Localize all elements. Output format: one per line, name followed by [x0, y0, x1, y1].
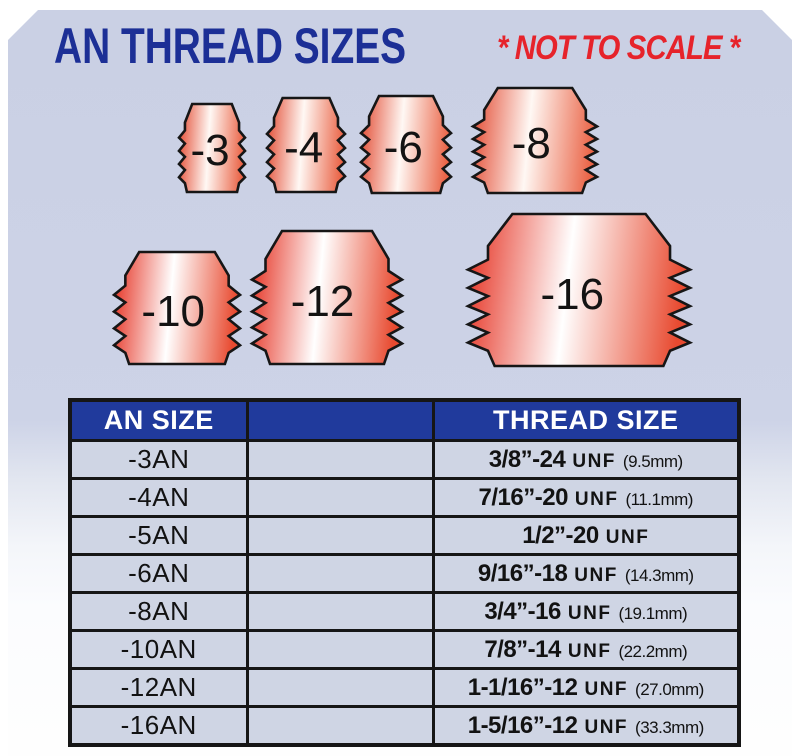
thread-size-value: 7/16”-20 [478, 483, 569, 511]
table-row: -16AN 1-5/16”-12 UNF (33.3mm) [68, 705, 741, 747]
fitting-12-shape: -12 [249, 229, 405, 366]
spacer-cell [245, 705, 435, 747]
thread-metric-value: (22.2mm) [618, 641, 688, 661]
an-size-cell: -16AN [68, 705, 249, 747]
table-row: -4AN 7/16”-20 UNF (11.1mm) [68, 477, 741, 518]
thread-standard-label: UNF [584, 716, 629, 738]
an-size-cell: -4AN [68, 477, 249, 518]
thread-size-cell: 3/8”-24 UNF (9.5mm) [431, 439, 741, 480]
an-size-cell: -8AN [68, 591, 249, 632]
thread-size-value: 1-1/16”-12 [467, 673, 578, 701]
not-to-scale-note: * NOT TO SCALE * [497, 29, 740, 67]
an-size-table: AN SIZE THREAD SIZE -3AN 3/8”-24 UNF (9.5mm)… [68, 398, 741, 747]
thread-standard-label: UNF [605, 526, 650, 548]
spacer-cell [245, 629, 435, 670]
an-size-cell: -12AN [68, 667, 249, 708]
table-header-cell: AN SIZE [68, 398, 249, 442]
thread-metric-value: (33.3mm) [635, 717, 704, 737]
fitting-label: -12 [291, 277, 355, 326]
spacer-cell [245, 553, 435, 594]
table-header-cell [245, 398, 435, 442]
fitting-label: -8 [512, 119, 551, 168]
thread-size-cell: 3/4”-16 UNF (19.1mm) [431, 591, 741, 632]
fitting-8-shape: -8 [470, 86, 600, 195]
thread-size-value: 9/16”-18 [477, 559, 568, 587]
fitting-16-shape: -16 [464, 212, 694, 368]
spacer-cell [245, 515, 435, 556]
thread-metric-value: (19.1mm) [618, 603, 688, 623]
thread-metric-value: (9.5mm) [622, 451, 683, 471]
table-row: -10AN 7/8”-14 UNF (22.2mm) [68, 629, 741, 670]
an-size-cell: -5AN [68, 515, 249, 556]
an-size-cell: -3AN [68, 439, 249, 480]
fitting-3-shape: -3 [177, 102, 247, 194]
fitting-label: -10 [141, 287, 205, 336]
thread-size-cell: 7/8”-14 UNF (22.2mm) [431, 629, 741, 670]
an-size-cell: -10AN [68, 629, 249, 670]
thread-standard-label: UNF [584, 678, 629, 700]
thread-standard-label: UNF [567, 640, 612, 662]
table-body: -3AN 3/8”-24 UNF (9.5mm) -4AN 7/16”-20 UNF (11.… [68, 439, 741, 747]
fitting-label: -6 [384, 123, 423, 172]
spacer-cell [245, 591, 435, 632]
fitting-10-shape: -10 [111, 250, 243, 366]
thread-size-value: 3/8”-24 [488, 445, 566, 473]
thread-standard-label: UNF [567, 602, 612, 624]
fitting-label: -3 [190, 126, 229, 175]
thread-metric-value: (14.3mm) [624, 565, 694, 585]
thread-size-cell: 1/2”-20 UNF [431, 515, 741, 556]
thread-size-cell: 7/16”-20 UNF (11.1mm) [431, 477, 741, 518]
fitting-label: -16 [541, 270, 605, 319]
table-row: -12AN 1-1/16”-12 UNF (27.0mm) [68, 667, 741, 708]
thread-size-value: 7/8”-14 [484, 635, 561, 663]
spacer-cell [245, 439, 435, 480]
table-row: -8AN 3/4”-16 UNF (19.1mm) [68, 591, 741, 632]
table-header-row: AN SIZE THREAD SIZE [68, 398, 741, 442]
thread-standard-label: UNF [574, 488, 619, 510]
table-header: AN SIZE THREAD SIZE [68, 398, 741, 442]
table-row: -5AN 1/2”-20 UNF [68, 515, 741, 556]
thread-size-value: 3/4”-16 [484, 597, 561, 625]
thread-standard-label: UNF [574, 564, 618, 586]
diagram-title: AN THREAD SIZES [54, 19, 407, 75]
thread-size-cell: 9/16”-18 UNF (14.3mm) [431, 553, 741, 594]
thread-size-cell: 1-1/16”-12 UNF (27.0mm) [431, 667, 741, 708]
thread-size-cell: 1-5/16”-12 UNF (33.3mm) [431, 705, 741, 747]
spacer-cell [245, 667, 435, 708]
thread-size-value: 1/2”-20 [522, 521, 599, 549]
fitting-6-shape: -6 [359, 94, 453, 195]
table-header-cell: THREAD SIZE [431, 398, 741, 442]
thread-size-value: 1-5/16”-12 [467, 711, 578, 739]
fitting-4-shape: -4 [265, 96, 347, 194]
fitting-label: -4 [284, 123, 323, 172]
table-row: -3AN 3/8”-24 UNF (9.5mm) [68, 439, 741, 480]
table-row: -6AN 9/16”-18 UNF (14.3mm) [68, 553, 741, 594]
spacer-cell [245, 477, 435, 518]
thread-metric-value: (27.0mm) [635, 679, 704, 699]
an-size-cell: -6AN [68, 553, 249, 594]
thread-standard-label: UNF [572, 450, 616, 472]
thread-metric-value: (11.1mm) [625, 489, 693, 509]
